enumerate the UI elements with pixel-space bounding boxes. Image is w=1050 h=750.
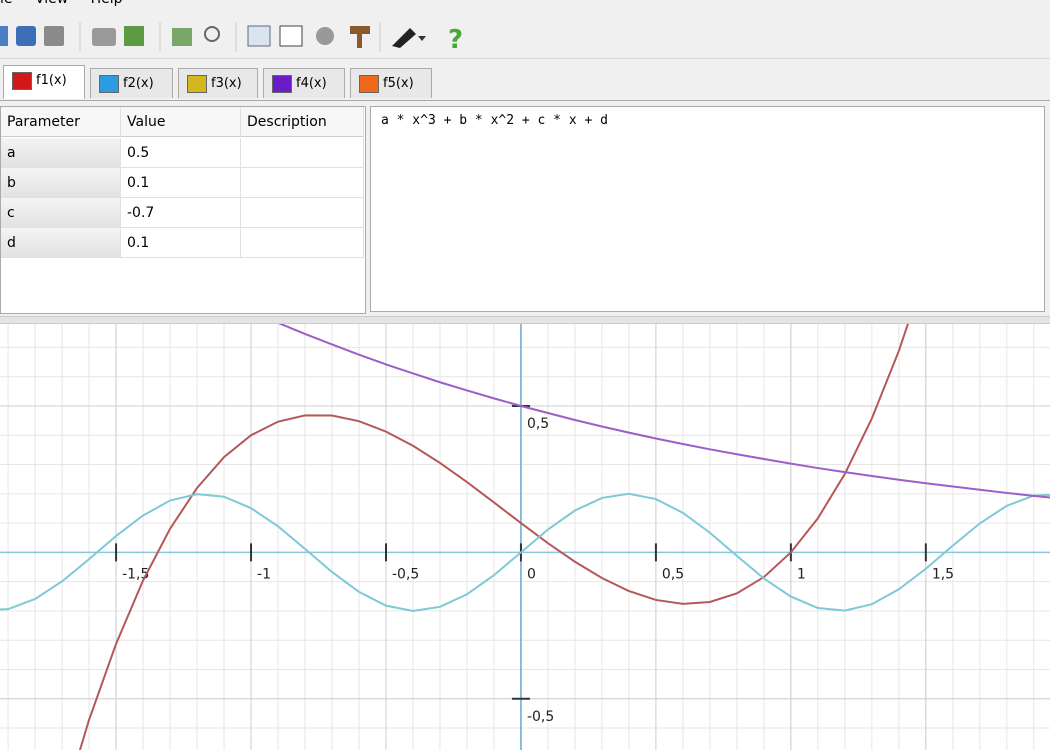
x-tick-label: -1 (257, 566, 271, 582)
parameter-table: Parameter Value Description a 0.5 b 0.1 c -0.7 d 0… (0, 106, 366, 314)
table-cell[interactable] (241, 198, 364, 228)
tool-icon[interactable] (16, 26, 36, 46)
table-cell[interactable]: 0.1 (121, 168, 241, 198)
tab-label: f4(x) (296, 76, 327, 91)
tool-icon[interactable] (316, 27, 334, 45)
table-cell[interactable]: b (1, 168, 121, 198)
tool-icon[interactable] (392, 28, 416, 48)
menu-item[interactable]: le (0, 0, 13, 7)
y-tick-label: -0,5 (527, 709, 554, 725)
menu-item[interactable]: View (35, 0, 68, 7)
table-cell[interactable]: Description (241, 107, 364, 137)
curve (0, 492, 1050, 612)
curve (278, 324, 1050, 499)
formula-text: a * x^3 + b * x^2 + c * x + d (381, 113, 608, 128)
x-tick-label: -1,5 (122, 566, 149, 582)
x-tick-label: 1,5 (932, 566, 954, 582)
menu-item[interactable]: Help (91, 0, 123, 7)
x-tick-label: 0,5 (662, 566, 684, 582)
toolbar: ? (0, 22, 1050, 59)
tab[interactable]: f2(x) (90, 68, 173, 98)
tool-icon[interactable] (92, 28, 116, 46)
table-cell[interactable]: 0.1 (121, 228, 241, 258)
splitter[interactable] (0, 316, 1050, 324)
tool-icon[interactable] (279, 25, 303, 47)
tab-label: f1(x) (36, 73, 67, 88)
table-cell[interactable]: d (1, 228, 121, 258)
tool-icon[interactable] (247, 25, 271, 47)
table-cell[interactable]: a (1, 138, 121, 168)
tab[interactable]: f3(x) (178, 68, 258, 98)
tool-icon[interactable] (350, 26, 370, 34)
tool-icon[interactable] (172, 28, 192, 46)
table-cell[interactable]: Parameter (1, 107, 121, 137)
tool-icon[interactable] (0, 26, 8, 46)
table-cell[interactable]: Value (121, 107, 241, 137)
tab-label: f2(x) (123, 76, 154, 91)
formula-editor[interactable]: a * x^3 + b * x^2 + c * x + d (370, 106, 1045, 312)
menu-bar: le View Help (0, 0, 141, 9)
tab-bar: f1(x) f2(x) f3(x) f4(x) f5(x) (0, 64, 1050, 101)
tab[interactable]: f1(x) (3, 65, 85, 99)
x-tick-label: 1 (797, 566, 806, 582)
tab-label: f3(x) (211, 76, 242, 91)
tab[interactable]: f5(x) (350, 68, 432, 98)
x-tick-label: -0,5 (392, 566, 419, 582)
tool-icon[interactable] (124, 26, 144, 46)
x-tick-label: 0 (527, 566, 536, 582)
plot: -1,5 -1 -0,5 0 0,5 1 1,5 -0,5 0,5 (0, 324, 1050, 750)
table-cell[interactable] (241, 168, 364, 198)
table-cell[interactable] (241, 138, 364, 168)
tab-label: f5(x) (383, 76, 414, 91)
dropdown-arrow[interactable] (418, 36, 426, 41)
tab[interactable]: f4(x) (263, 68, 345, 98)
table-cell[interactable]: 0.5 (121, 138, 241, 168)
table-cell[interactable] (241, 228, 364, 258)
tool-icon[interactable] (44, 26, 64, 46)
curve (78, 324, 909, 750)
tool-icon (357, 34, 362, 48)
y-tick-label: 0,5 (527, 416, 549, 432)
table-cell[interactable]: -0.7 (121, 198, 241, 228)
tool-icon[interactable] (204, 26, 220, 42)
table-cell[interactable]: c (1, 198, 121, 228)
help-icon[interactable]: ? (448, 25, 463, 55)
